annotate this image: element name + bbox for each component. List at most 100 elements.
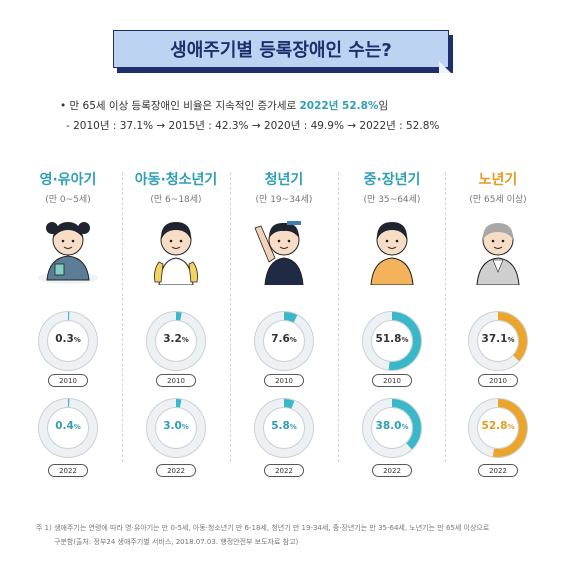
- footnote: 주 1) 생애주기는 연령에 따라 영·유아기는 만 0-5세, 아동·청소년기…: [36, 521, 536, 549]
- ring-value-arc: [363, 312, 421, 370]
- title-fold: [439, 61, 451, 73]
- ring-value-unit: %: [507, 336, 515, 344]
- title-banner: 생애주기별 등록장애인 수는?: [113, 30, 455, 74]
- ring-value-number: 0.4: [55, 420, 74, 432]
- ring-value-label: 51.8%: [361, 333, 423, 345]
- footnote-line-1: 주 1) 생애주기는 연령에 따라 영·유아기는 만 0-5세, 아동·청소년기…: [36, 524, 490, 532]
- stage-name: 중·장년기: [363, 172, 421, 188]
- ring-value-arc: [469, 399, 527, 457]
- year-badge: 2022: [156, 464, 196, 477]
- summary-bullet: •: [60, 100, 67, 112]
- summary-text-post: 임: [378, 100, 389, 112]
- donut-ring: [362, 398, 422, 458]
- ring-value-arc: [147, 312, 205, 370]
- stage-age-range: (만 6~18세): [150, 195, 202, 205]
- year-badge: 2010: [48, 374, 88, 387]
- donut-ring: [362, 311, 422, 371]
- ring-center: [156, 321, 196, 361]
- year-badge: 2010: [372, 374, 412, 387]
- summary-highlight: 2022년 52.8%: [299, 100, 379, 112]
- page-title: 생애주기별 등록장애인 수는?: [113, 30, 449, 68]
- ring-center: [48, 408, 88, 448]
- ring-value-number: 38.0: [375, 420, 402, 432]
- stage-name: 청년기: [264, 172, 304, 188]
- ring-center: [48, 321, 88, 361]
- stage-name: 노년기: [478, 172, 518, 188]
- summary: • 만 65세 이상 등록장애인 비율은 지속적인 증가세로 2022년 52.…: [60, 96, 439, 136]
- page-title-text: 생애주기별 등록장애인 수는?: [170, 40, 392, 61]
- ring-value-unit: %: [289, 423, 297, 431]
- stage-name: 영·유아기: [39, 172, 97, 188]
- footnote-line-2: 구분함(출처: 정부24 생애주기별 서비스, 2018.07.03. 행정안전…: [54, 538, 299, 546]
- stage-illustration-icon: [154, 222, 198, 285]
- ring-value-number: 37.1: [481, 333, 508, 345]
- ring-value-number: 51.8: [375, 333, 402, 345]
- donut-ring: [38, 398, 98, 458]
- ring-value-label: 38.0%: [361, 420, 423, 432]
- stage-name: 아동·청소년기: [134, 172, 218, 188]
- donut-ring: [146, 311, 206, 371]
- stage-age-range: (만 65세 이상): [469, 195, 527, 205]
- summary-line-1: • 만 65세 이상 등록장애인 비율은 지속적인 증가세로 2022년 52.…: [60, 96, 439, 116]
- stage-illustration-icon: [38, 222, 98, 284]
- ring-value-number: 0.3: [55, 333, 74, 345]
- year-badge: 2010: [264, 374, 304, 387]
- donut-ring: [254, 311, 314, 371]
- ring-value-arc: [39, 399, 97, 457]
- stage-column: 노년기 (만 65세 이상): [455, 170, 541, 205]
- ring-value-label: 0.3%: [37, 333, 99, 345]
- stage-illustration-icon: [476, 223, 520, 285]
- ring-value-number: 3.0: [163, 420, 182, 432]
- ring-value-label: 3.0%: [145, 420, 207, 432]
- donut-ring: [38, 311, 98, 371]
- summary-text-pre: 만 65세 이상 등록장애인 비율은 지속적인 증가세로: [69, 100, 300, 112]
- ring-center: [478, 408, 518, 448]
- column-divider: [230, 172, 231, 462]
- stage-age-range: (만 0~5세): [45, 195, 91, 205]
- ring-center: [372, 321, 412, 361]
- ring-value-label: 37.1%: [467, 333, 529, 345]
- ring-center: [264, 321, 304, 361]
- ring-value-unit: %: [181, 423, 189, 431]
- ring-value-arc: [363, 399, 421, 457]
- donut-ring: [468, 311, 528, 371]
- ring-value-unit: %: [73, 336, 81, 344]
- stage-column: 청년기 (만 19~34세): [241, 170, 327, 205]
- ring-value-label: 5.8%: [253, 420, 315, 432]
- ring-value-number: 3.2: [163, 333, 182, 345]
- stage-column: 아동·청소년기 (만 6~18세): [133, 170, 219, 205]
- ring-value-label: 0.4%: [37, 420, 99, 432]
- ring-center: [156, 408, 196, 448]
- year-badge: 2022: [372, 464, 412, 477]
- ring-value-unit: %: [289, 336, 297, 344]
- ring-value-unit: %: [507, 423, 515, 431]
- stage-column: 영·유아기 (만 0~5세): [25, 170, 111, 205]
- column-divider: [122, 172, 123, 462]
- column-divider: [445, 172, 446, 462]
- year-badge: 2010: [478, 374, 518, 387]
- ring-value-unit: %: [401, 423, 409, 431]
- stage-column: 중·장년기 (만 35~64세): [349, 170, 435, 205]
- ring-value-unit: %: [73, 423, 81, 431]
- year-badge: 2010: [156, 374, 196, 387]
- ring-value-label: 3.2%: [145, 333, 207, 345]
- ring-value-arc: [147, 399, 205, 457]
- ring-value-arc: [39, 312, 97, 370]
- ring-value-arc: [255, 399, 313, 457]
- stage-illustration-icon: [254, 221, 304, 285]
- year-badge: 2022: [264, 464, 304, 477]
- ring-value-number: 52.8: [481, 420, 508, 432]
- column-divider: [338, 172, 339, 462]
- summary-line-2: - 2010년 : 37.1% → 2015년 : 42.3% → 2020년 …: [66, 120, 440, 132]
- stage-age-range: (만 35~64세): [363, 195, 421, 205]
- donut-ring: [146, 398, 206, 458]
- ring-value-number: 7.6: [271, 333, 290, 345]
- ring-value-arc: [255, 312, 313, 370]
- ring-center: [372, 408, 412, 448]
- year-badge: 2022: [478, 464, 518, 477]
- donut-ring: [468, 398, 528, 458]
- year-badge: 2022: [48, 464, 88, 477]
- ring-center: [264, 408, 304, 448]
- ring-value-unit: %: [401, 336, 409, 344]
- ring-value-arc: [469, 312, 527, 370]
